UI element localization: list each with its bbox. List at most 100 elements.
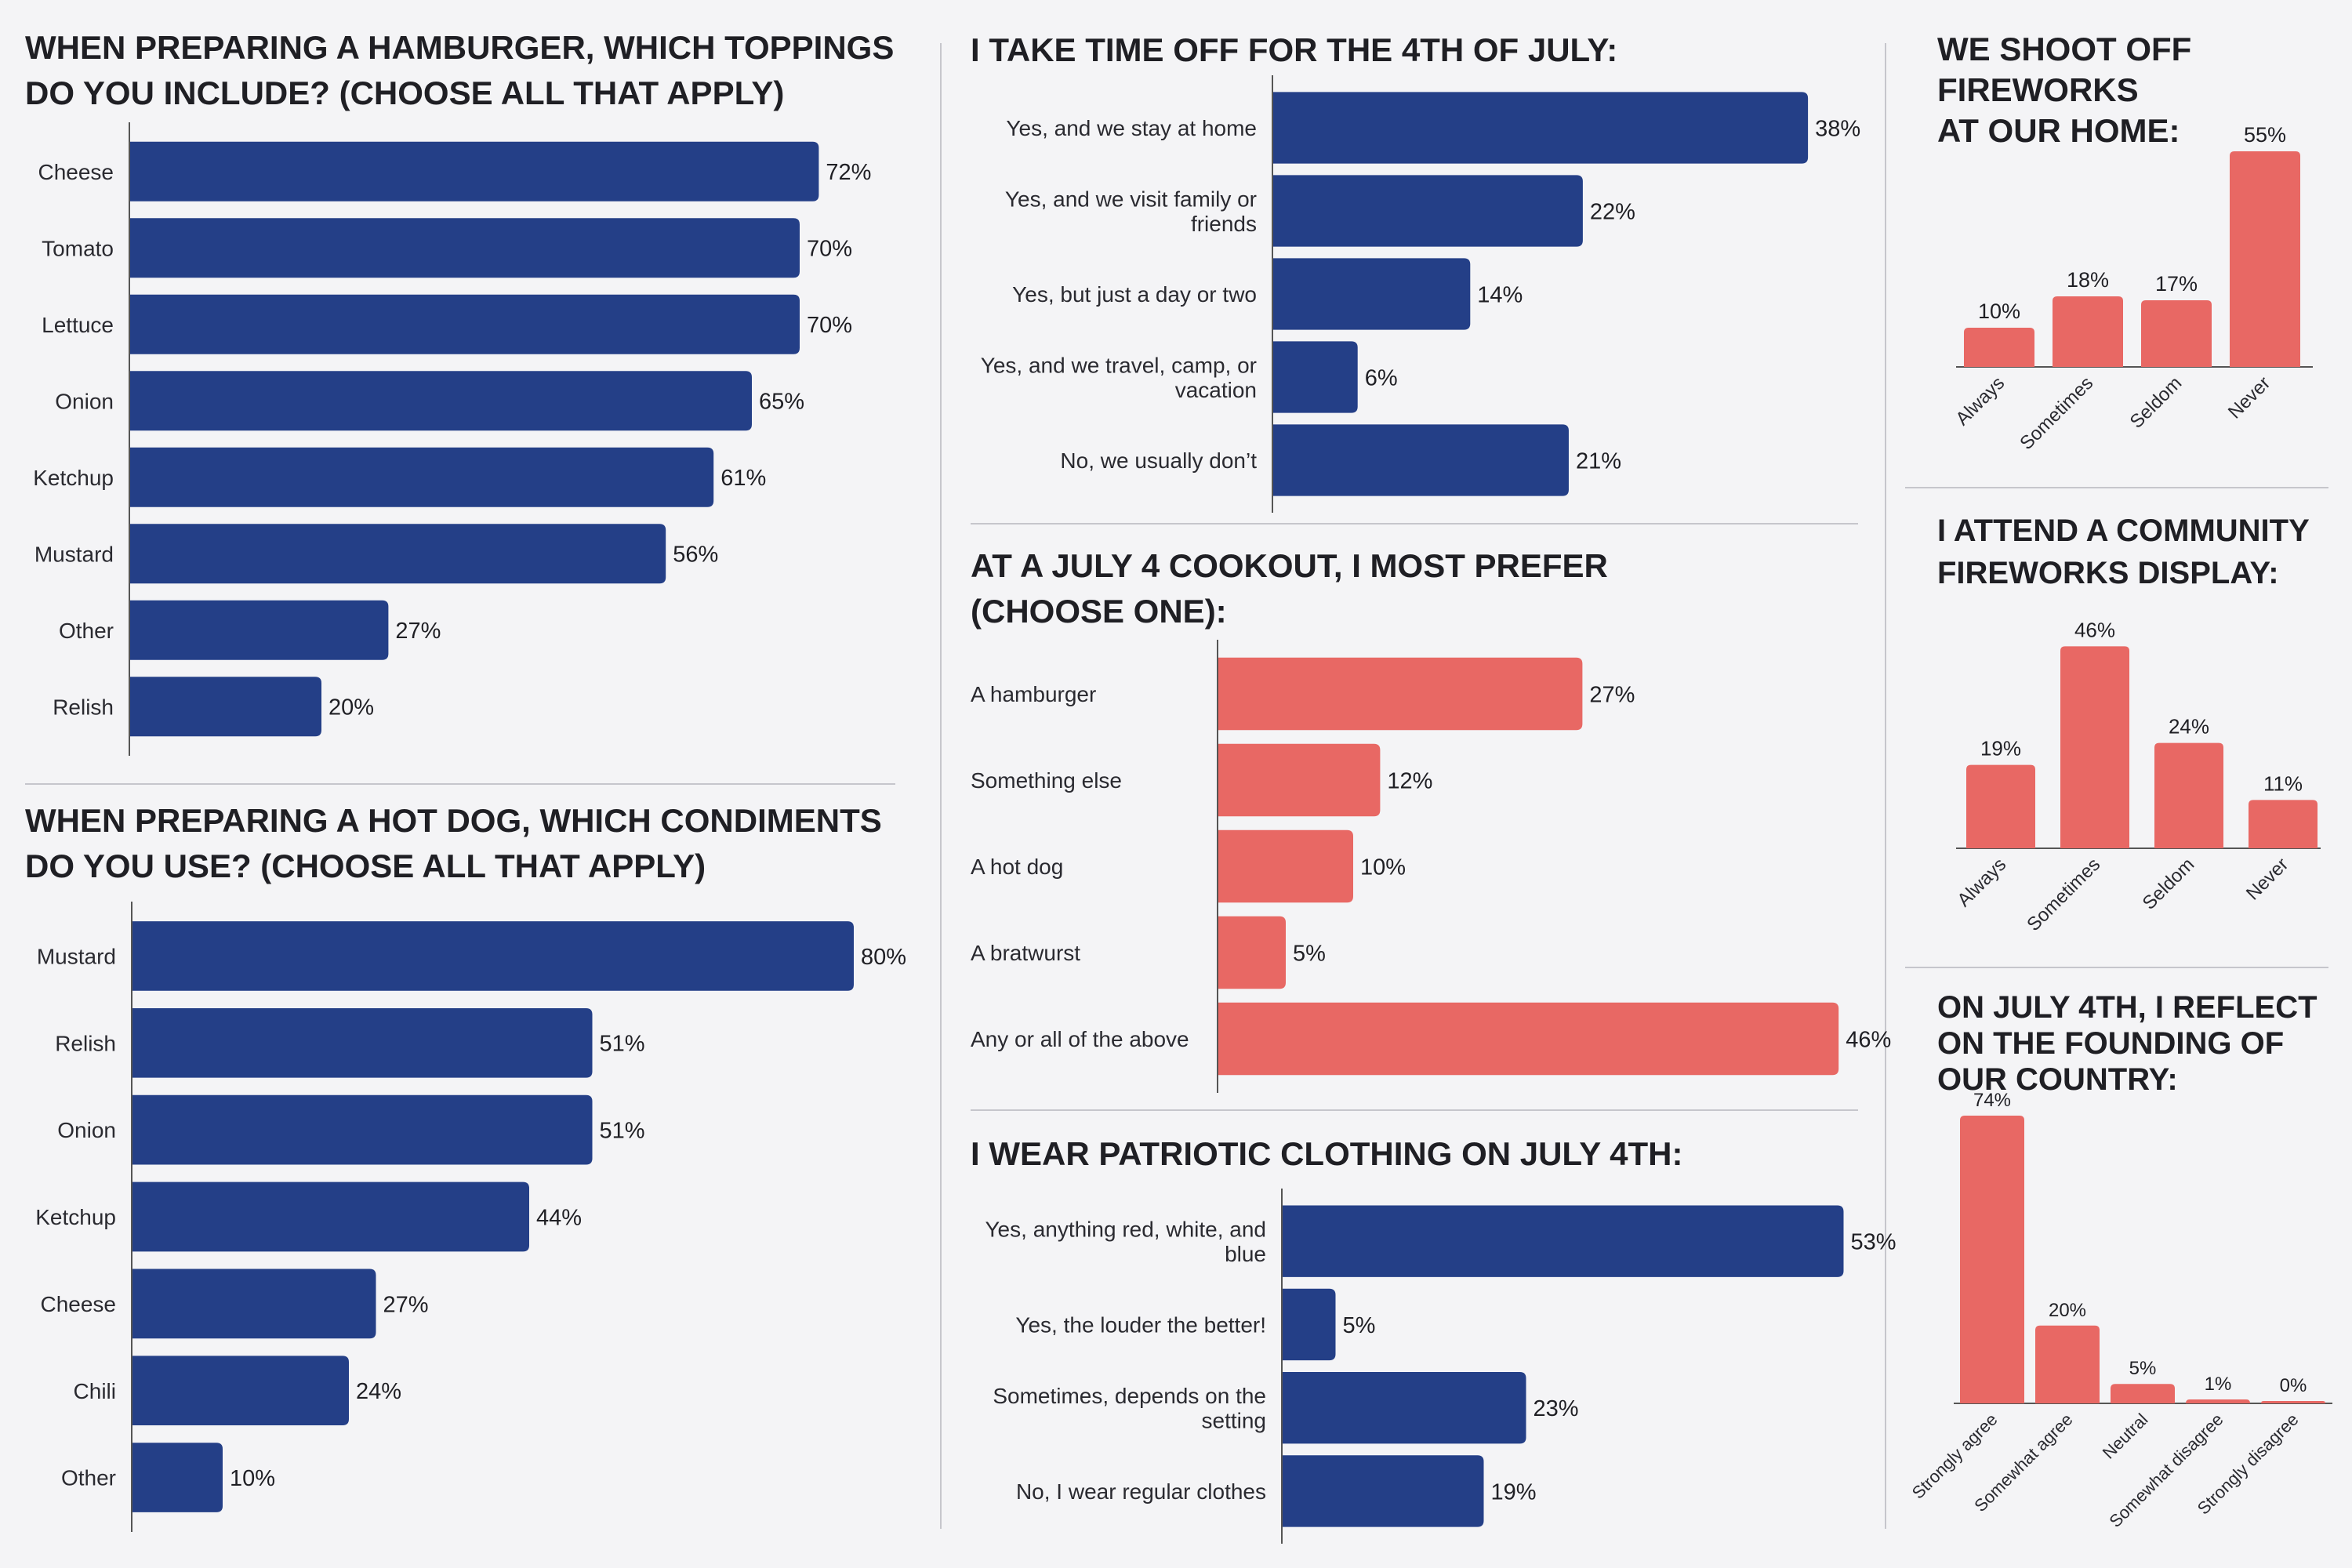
cookout-preference-title-line: (CHOOSE ONE): <box>971 593 1227 630</box>
value-label: 24% <box>2169 715 2209 739</box>
category-label: Yes, the louder the better! <box>1015 1312 1266 1337</box>
value-label: 51% <box>600 1119 645 1144</box>
category-label: Yes, anything red, white, and <box>985 1218 1266 1242</box>
bar-row: Onion 65% <box>55 371 804 431</box>
reflect-founding-title-line: ON THE FOUNDING OF <box>1937 1026 2284 1061</box>
chart-time-off: I TAKE TIME OFF FOR THE 4TH OF JULY: Yes,… <box>971 31 1860 513</box>
bar-row: Yes, the louder the better! 5% <box>1015 1288 1375 1361</box>
value-label: 80% <box>861 945 906 970</box>
bar-row: Any or all of the above 46% <box>971 1002 1891 1076</box>
bar <box>132 1007 593 1078</box>
value-label: 27% <box>395 619 441 644</box>
bar-column: 46% Sometimes <box>2023 618 2129 935</box>
bar-row: Yes, but just a day or two 14% <box>1012 258 1523 330</box>
value-label: 23% <box>1534 1396 1579 1421</box>
bar <box>1218 657 1583 731</box>
bar <box>1273 92 1809 164</box>
category-label: Ketchup <box>35 1205 116 1229</box>
category-label: Neutral <box>2099 1410 2152 1463</box>
bar-row: Tomato 70% <box>42 218 852 278</box>
category-label: Lettuce <box>42 313 114 337</box>
value-label: 70% <box>807 237 852 262</box>
category-label: friends <box>1191 212 1257 236</box>
category-label: Other <box>59 619 114 643</box>
value-label: 55% <box>2244 123 2286 147</box>
bar-row: Chili 24% <box>74 1356 401 1426</box>
bar <box>132 1269 376 1339</box>
category-label: Sometimes <box>2023 854 2104 935</box>
category-label: setting <box>1202 1408 1267 1432</box>
bar-row: Ketchup 44% <box>35 1181 582 1252</box>
bar-row: Cheese 27% <box>40 1269 429 1339</box>
bar-row: Relish 51% <box>55 1007 645 1078</box>
reflect-founding-title-line: ON JULY 4TH, I REFLECT <box>1937 990 2318 1025</box>
bar <box>2261 1401 2325 1403</box>
bar <box>1273 341 1358 413</box>
category-label: Mustard <box>34 542 114 566</box>
category-label: Onion <box>57 1118 116 1142</box>
value-label: 51% <box>600 1032 645 1057</box>
value-label: 44% <box>536 1205 582 1230</box>
bar <box>2141 300 2212 367</box>
category-label: Relish <box>55 1031 116 1055</box>
bar-row: A hot dog 10% <box>971 829 1406 903</box>
community-fireworks-title-line: I ATTEND A COMMUNITY <box>1937 514 2310 548</box>
bar <box>1273 424 1569 496</box>
value-label: 53% <box>1851 1230 1896 1255</box>
bar <box>130 294 800 354</box>
bar <box>2035 1325 2100 1403</box>
category-label: Seldom <box>2126 372 2187 433</box>
value-label: 14% <box>1477 282 1523 307</box>
chart-community-fireworks: I ATTEND A COMMUNITY FIREWORKS DISPLAY: 19… <box>1937 514 2321 935</box>
category-label: Never <box>2224 372 2274 423</box>
value-label: 46% <box>1846 1027 1891 1052</box>
bar-row: No, I wear regular clothes 19% <box>1016 1455 1537 1527</box>
category-label: Yes, and we visit family or <box>1005 187 1257 211</box>
value-label: 5% <box>1293 941 1326 966</box>
category-label: No, we usually don’t <box>1060 448 1257 473</box>
bar-row: A hamburger 27% <box>971 657 1635 731</box>
hamburger-toppings-title-line: WHEN PREPARING A HAMBURGER, WHICH TOPPIN… <box>25 29 894 66</box>
bar-column: 5% Neutral <box>2099 1358 2175 1463</box>
bar <box>132 921 854 991</box>
bar <box>1218 829 1353 903</box>
value-label: 22% <box>1590 199 1635 224</box>
category-label: Something else <box>971 768 1122 793</box>
home-fireworks-title-line: AT OUR HOME: <box>1937 112 2180 149</box>
bar-column: 24% Seldom <box>2139 715 2223 914</box>
chart-patriotic-clothing: I WEAR PATRIOTIC CLOTHING ON JULY 4TH: Ye… <box>971 1135 1896 1544</box>
hamburger-toppings-title-line: DO YOU INCLUDE? (CHOOSE ALL THAT APPLY) <box>25 74 784 111</box>
bar <box>1218 916 1286 989</box>
value-label: 56% <box>673 543 718 568</box>
bar <box>1283 1205 1844 1277</box>
category-label: A bratwurst <box>971 941 1080 965</box>
category-label: Onion <box>55 389 114 413</box>
bar <box>130 218 800 278</box>
community-fireworks-title-line: FIREWORKS DISPLAY: <box>1937 556 2279 590</box>
bar <box>2230 151 2300 367</box>
bar-row: Cheese 72% <box>38 141 871 201</box>
category-label: A hamburger <box>971 682 1096 706</box>
category-label: Chili <box>74 1379 116 1403</box>
reflect-founding-title-line: OUR COUNTRY: <box>1937 1062 2178 1097</box>
bar <box>1283 1371 1526 1444</box>
value-label: 18% <box>2067 268 2109 292</box>
bar-row: Other 27% <box>59 600 441 660</box>
category-label: Mustard <box>37 945 116 969</box>
bar <box>2249 800 2318 848</box>
category-label: Other <box>61 1466 116 1490</box>
category-label: Ketchup <box>33 466 114 490</box>
bar <box>1283 1455 1484 1527</box>
bar <box>1960 1115 2024 1403</box>
bar-row: Lettuce 70% <box>42 294 852 354</box>
chart-hotdog-condiments: WHEN PREPARING A HOT DOG, WHICH CONDIMEN… <box>25 802 906 1532</box>
bar-row: No, we usually don’t 21% <box>1060 424 1621 496</box>
value-label: 27% <box>1589 682 1635 707</box>
bar-row: Mustard 80% <box>37 921 906 991</box>
patriotic-clothing-title-line: I WEAR PATRIOTIC CLOTHING ON JULY 4TH: <box>971 1135 1682 1172</box>
time-off-title-line: I TAKE TIME OFF FOR THE 4TH OF JULY: <box>971 31 1617 68</box>
